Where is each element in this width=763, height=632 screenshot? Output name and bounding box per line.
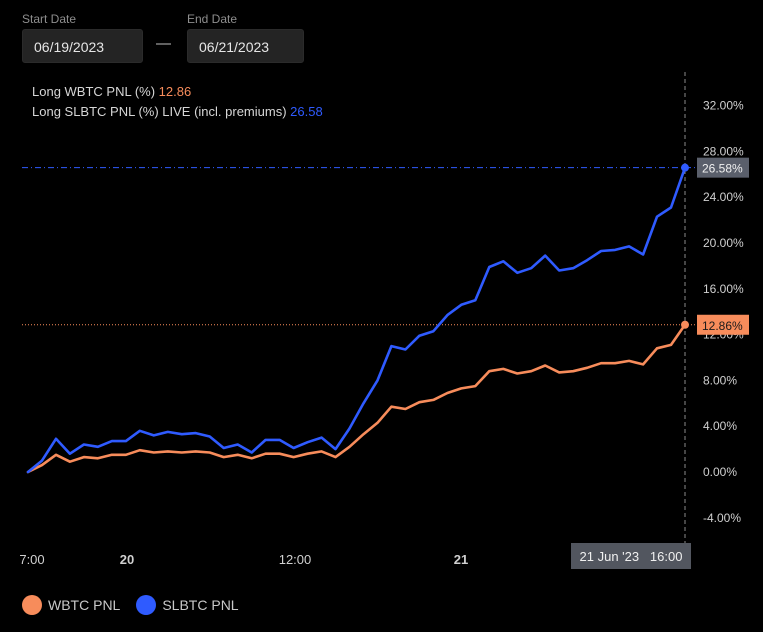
legend-label-wbtc: WBTC PNL (48, 597, 121, 613)
slbtc-last-point (681, 163, 689, 172)
slbtc-price-badge (697, 157, 749, 178)
start-date-input[interactable]: 06/19/2023 (22, 29, 143, 63)
crosshair-time-label: 21 Jun '23 16:00 (580, 549, 683, 564)
legend-item-slbtc[interactable]: SLBTC PNL (136, 595, 239, 615)
y-tick-label: 8.00% (703, 373, 737, 387)
header-legend-slbtc: Long SLBTC PNL (%) LIVE (incl. premiums)… (32, 104, 323, 119)
header-legend-wbtc: Long WBTC PNL (%) 12.86 (32, 84, 191, 99)
end-date-label: End Date (187, 12, 238, 26)
wbtc-badge-label: 12.86% (702, 319, 743, 333)
y-tick-label: 4.00% (703, 419, 737, 433)
wbtc-last-point (681, 320, 689, 329)
x-tick-label: 21 (454, 552, 468, 567)
slbtc-legend-dot-icon (136, 595, 157, 615)
y-tick-label: 24.00% (703, 190, 744, 204)
slbtc-series-line (26, 166, 687, 474)
slbtc-badge-label: 26.58% (702, 162, 743, 176)
header-legend-value: 12.86 (159, 84, 192, 99)
legend-item-wbtc[interactable]: WBTC PNL (22, 595, 120, 615)
wbtc-series-line (26, 323, 687, 474)
x-tick-label: 12:00 (279, 552, 312, 567)
header-legend-label: Long SLBTC PNL (%) LIVE (incl. premiums) (32, 104, 290, 119)
end-date-input[interactable]: 06/21/2023 (187, 29, 304, 63)
y-tick-label: -4.00% (703, 511, 741, 525)
y-tick-label: 16.00% (703, 282, 744, 296)
header-legend-label: Long WBTC PNL (%) (32, 84, 159, 99)
wbtc-price-badge (697, 314, 749, 335)
y-tick-label: 0.00% (703, 465, 737, 479)
legend-label-slbtc: SLBTC PNL (162, 597, 239, 613)
header-legend-value: 26.58 (290, 104, 323, 119)
wbtc-legend-dot-icon (22, 595, 42, 615)
y-tick-label: 32.00% (703, 99, 744, 113)
x-tick-label: 20 (120, 552, 134, 567)
y-tick-label: 28.00% (703, 144, 744, 158)
y-tick-label: 20.00% (703, 236, 744, 250)
chart-legend: WBTC PNL SLBTC PNL (22, 595, 255, 615)
date-range-separator: — (156, 35, 171, 52)
start-date-label: Start Date (22, 12, 77, 26)
x-tick-label: 7:00 (19, 552, 44, 567)
crosshair-time-badge (571, 543, 691, 569)
